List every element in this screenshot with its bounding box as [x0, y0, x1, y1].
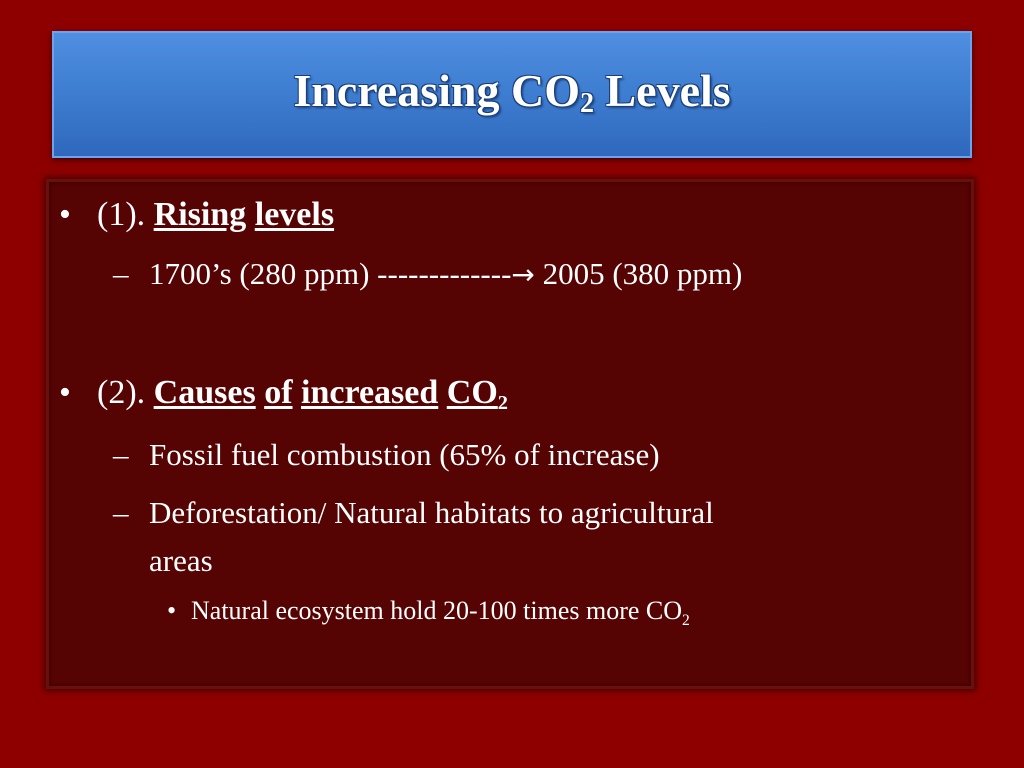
sub-bullet-ppm-change: –1700’s (280 ppm) -------------→ 2005 (3… — [113, 256, 743, 291]
content-panel: • (1). Rising levels –1700’s (280 ppm) --… — [46, 179, 974, 689]
arrow-right-icon: → — [511, 258, 535, 291]
sub-bullet-deforestation-cont: areas — [149, 543, 213, 578]
bullet-dot: • — [59, 374, 71, 411]
title-banner: Increasing CO2 Levels — [52, 31, 972, 158]
sub-bullet-deforestation: – Deforestation/ Natural habitats to agri… — [113, 495, 714, 530]
sub-bullet-fossil-fuel: – Fossil fuel combustion (65% of increase… — [113, 437, 660, 472]
slide-title: Increasing CO2 Levels — [293, 64, 731, 119]
dash-marker: – — [113, 256, 129, 291]
sub-sub-bullet-ecosystem: • Natural ecosystem hold 20-100 times mor… — [167, 596, 690, 629]
bullet-rising-levels: • (1). Rising levels — [59, 196, 335, 233]
bullet-dot: • — [167, 596, 177, 625]
bullet-causes: • (2). Causes of increased CO2 — [59, 374, 508, 414]
bullet-dot: • — [59, 196, 71, 233]
dash-marker: – — [113, 495, 129, 530]
dash-marker: – — [113, 437, 129, 472]
